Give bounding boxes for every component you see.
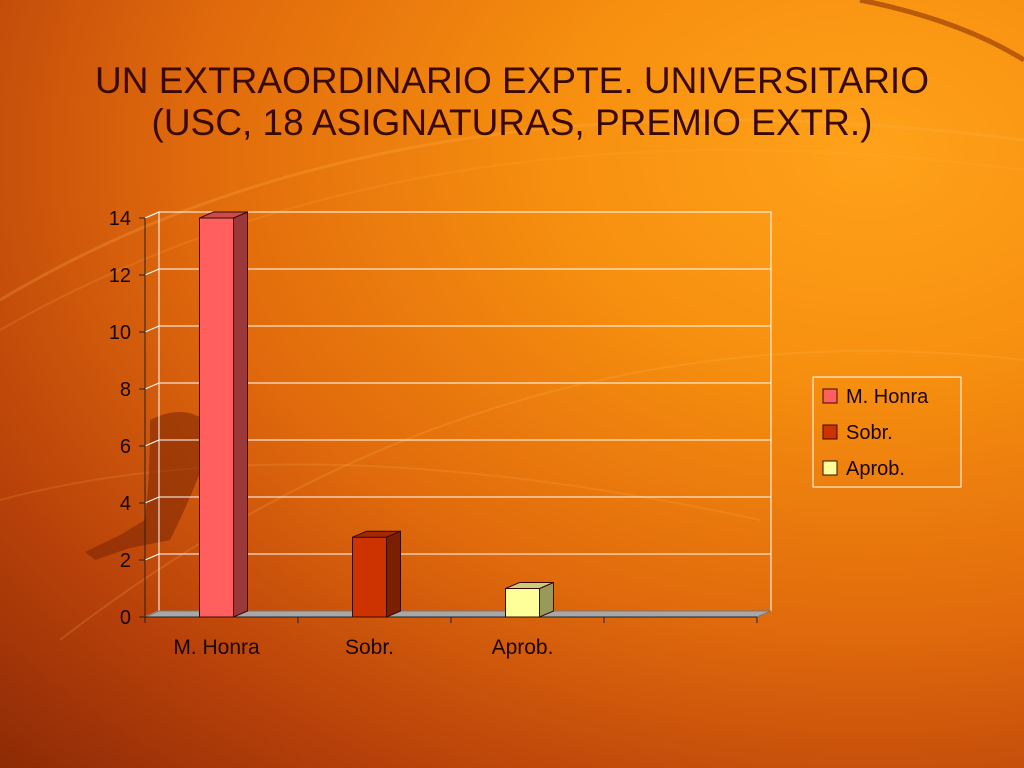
legend-swatch bbox=[823, 461, 837, 475]
legend-label: Aprob. bbox=[846, 458, 905, 480]
y-tick-label: 12 bbox=[109, 265, 131, 287]
legend: M. Honra Sobr. Aprob. bbox=[813, 377, 961, 487]
gridline-side bbox=[145, 554, 159, 560]
x-axis-labels: M. Honra Sobr. Aprob. bbox=[173, 636, 553, 659]
gridline-side bbox=[145, 212, 159, 218]
y-tick-label: 4 bbox=[120, 493, 131, 515]
y-tick-label: 8 bbox=[120, 379, 131, 401]
y-tick-label: 6 bbox=[120, 436, 131, 458]
x-tick-label: M. Honra bbox=[173, 636, 260, 659]
legend-swatch bbox=[823, 425, 837, 439]
gridline-side bbox=[145, 440, 159, 446]
y-tick-label: 2 bbox=[120, 550, 131, 572]
bar-sobr bbox=[353, 531, 401, 617]
bar-side bbox=[234, 212, 248, 617]
gridline-side bbox=[145, 383, 159, 389]
bar-m-honra bbox=[200, 212, 248, 617]
y-axis-ticks: 0 2 4 6 8 10 12 14 bbox=[109, 208, 145, 629]
y-tick-label: 14 bbox=[109, 208, 131, 230]
bar-front bbox=[506, 589, 540, 618]
y-tick-label: 10 bbox=[109, 322, 131, 344]
bar-front bbox=[353, 537, 387, 617]
plot-side-wall bbox=[145, 212, 159, 617]
legend-label: Sobr. bbox=[846, 422, 893, 444]
legend-label: M. Honra bbox=[846, 386, 929, 408]
bar-aprob bbox=[506, 583, 554, 618]
gridline-side bbox=[145, 326, 159, 332]
legend-swatch bbox=[823, 389, 837, 403]
gridline-side bbox=[145, 269, 159, 275]
bar-side bbox=[387, 531, 401, 617]
y-tick-label: 0 bbox=[120, 607, 131, 629]
x-tick-label: Aprob. bbox=[492, 636, 554, 659]
plot-back-wall bbox=[159, 212, 771, 611]
bar-front bbox=[200, 218, 234, 617]
gridline-side bbox=[145, 497, 159, 503]
bars bbox=[200, 212, 554, 617]
x-tick-label: Sobr. bbox=[345, 636, 394, 659]
